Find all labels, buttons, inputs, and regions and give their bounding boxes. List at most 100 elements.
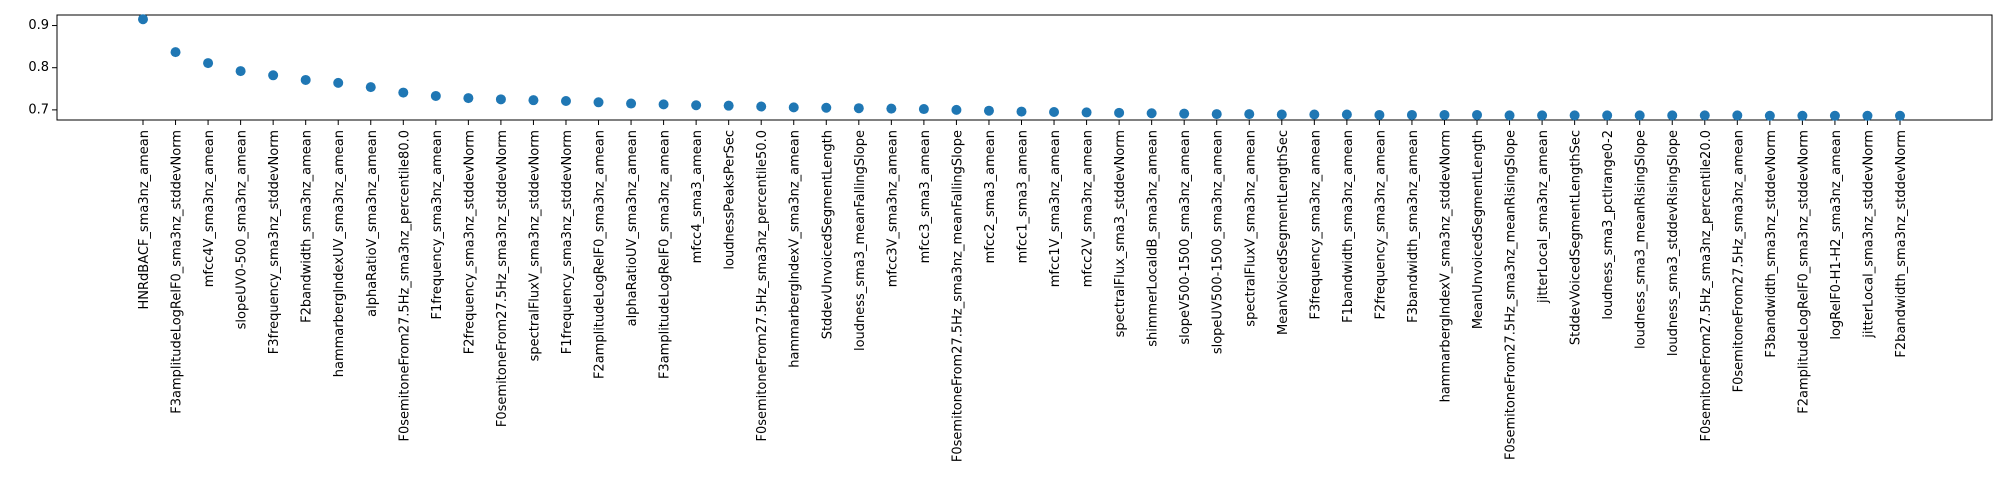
data-point — [1797, 110, 1808, 121]
x-tick-label: F2frequency_sma3nz_stddevNorm — [462, 130, 477, 354]
x-tick-label: mfcc4V_sma3nz_amean — [202, 130, 217, 287]
x-tick-label: mfcc1V_sma3nz_amean — [1048, 130, 1063, 287]
x-tick-label: F0semitoneFrom27.5Hz_sma3nz_meanFallingS… — [950, 130, 965, 462]
data-point — [495, 94, 506, 105]
data-point — [1829, 110, 1840, 121]
data-point — [886, 103, 897, 114]
x-tick-label: MeanVoicedSegmentLengthSec — [1276, 130, 1291, 335]
x-axis: HNRdBACF_sma3nz_amean F3amplitudeLogRelF0… — [137, 120, 1909, 462]
x-tick-label: loudnessPeaksPerSec — [723, 130, 738, 270]
data-point — [1244, 109, 1255, 120]
data-point — [203, 58, 214, 69]
x-tick-label: mfcc2_sma3_amean — [983, 130, 998, 263]
data-point — [333, 77, 344, 88]
x-tick-label: F3amplitudeLogRelF0_sma3nz_amean — [658, 130, 673, 379]
data-point — [170, 47, 181, 58]
x-tick-label: F1frequency_sma3nz_amean — [430, 130, 445, 320]
x-tick-label: F2amplitudeLogRelF0_sma3nz_amean — [593, 130, 608, 379]
data-point — [788, 102, 799, 113]
x-tick-label: spectralFluxV_sma3nz_amean — [1243, 130, 1258, 327]
y-tick-label: 0.8 — [28, 60, 49, 75]
x-tick-label: spectralFluxV_sma3nz_stddevNorm — [527, 130, 542, 361]
x-tick-label: HNRdBACF_sma3nz_amean — [137, 130, 152, 310]
data-point — [1146, 108, 1157, 119]
data-point — [918, 104, 929, 115]
data-point — [138, 14, 148, 25]
x-tick-label: spectralFlux_sma3_stddevNorm — [1113, 130, 1128, 337]
x-tick-label: MeanUnvoicedSegmentLength — [1471, 130, 1486, 329]
data-point — [853, 103, 864, 114]
x-tick-label: F2amplitudeLogRelF0_sma3nz_stddevNorm — [1796, 130, 1811, 414]
x-tick-label: slopeV500-1500_sma3nz_amean — [1178, 130, 1193, 345]
x-tick-label: logRelF0-H1-H2_sma3nz_amean — [1829, 130, 1844, 340]
x-tick-label: loudness_sma3_pctlrange0-2 — [1601, 130, 1616, 320]
data-point — [1374, 109, 1385, 120]
x-tick-label: F1frequency_sma3nz_stddevNorm — [560, 130, 575, 354]
data-point — [983, 105, 994, 116]
data-point — [1406, 109, 1417, 120]
x-tick-label: F0semitoneFrom27.5Hz_sma3nz_percentile20… — [1699, 130, 1714, 442]
x-tick-label: jitterLocal_sma3nz_stddevNorm — [1861, 130, 1876, 339]
x-tick-label: F1bandwidth_sma3nz_amean — [1341, 130, 1356, 323]
y-axis: 0.7 0.8 0.9 — [28, 18, 57, 117]
x-tick-label: F0semitoneFrom27.5Hz_sma3nz_amean — [1731, 130, 1746, 392]
x-tick-label: F3frequency_sma3nz_stddevNorm — [267, 130, 282, 354]
data-point — [365, 82, 376, 93]
data-point — [1504, 110, 1515, 121]
data-point — [268, 70, 279, 81]
data-point — [658, 99, 669, 110]
x-tick-label: slopeUV0-500_sma3nz_amean — [235, 130, 250, 329]
x-tick-label: loudness_sma3_stddevRisingSlope — [1666, 130, 1681, 356]
data-point — [1016, 106, 1027, 117]
x-tick-label: F0semitoneFrom27.5Hz_sma3nz_percentile50… — [755, 130, 770, 442]
data-point — [1667, 110, 1678, 121]
x-tick-label: StddevVoicedSegmentLengthSec — [1569, 130, 1584, 345]
x-tick-label: mfcc2V_sma3nz_amean — [1081, 130, 1096, 287]
data-point — [1114, 107, 1125, 118]
x-tick-label: F3amplitudeLogRelF0_sma3nz_stddevNorm — [170, 130, 185, 414]
data-point — [626, 98, 637, 109]
data-point — [1634, 110, 1645, 121]
x-tick-label: F2bandwidth_sma3nz_stddevNorm — [1894, 130, 1909, 358]
data-point — [691, 100, 702, 111]
x-tick-label: mfcc1_sma3_amean — [1016, 130, 1031, 263]
data-point — [756, 101, 767, 112]
x-tick-label: F0semitoneFrom27.5Hz_sma3nz_meanRisingSl… — [1504, 130, 1519, 460]
data-points — [138, 14, 1905, 121]
data-point — [1439, 109, 1450, 120]
data-point — [1699, 110, 1710, 121]
x-tick-label: mfcc3V_sma3nz_amean — [885, 130, 900, 287]
x-tick-label: mfcc3_sma3_amean — [918, 130, 933, 263]
data-point — [1602, 110, 1613, 121]
data-point — [1211, 109, 1222, 120]
data-point — [1341, 109, 1352, 120]
plot-area — [56, 14, 1993, 121]
data-point — [528, 95, 539, 106]
data-point — [560, 96, 571, 107]
data-point — [723, 100, 734, 111]
x-tick-label: slopeUV500-1500_sma3nz_amean — [1211, 130, 1226, 354]
data-point — [1309, 109, 1320, 120]
data-point — [235, 66, 246, 77]
x-tick-label: F3bandwidth_sma3nz_amean — [1406, 130, 1421, 323]
x-tick-label: F0semitoneFrom27.5Hz_sma3nz_stddevNorm — [495, 130, 510, 427]
data-point — [1179, 108, 1190, 119]
x-tick-label: F0semitoneFrom27.5Hz_sma3nz_percentile80… — [397, 130, 412, 442]
data-point — [593, 97, 604, 108]
data-point — [1895, 110, 1905, 121]
data-point — [1081, 107, 1092, 118]
x-tick-label: hammarbergIndexV_sma3nz_stddevNorm — [1438, 130, 1453, 402]
data-point — [1764, 110, 1775, 121]
x-tick-label: loudness_sma3_meanFallingSlope — [853, 130, 868, 351]
x-tick-label: F2bandwidth_sma3nz_amean — [300, 130, 315, 323]
y-tick-label: 0.7 — [28, 102, 49, 117]
data-point — [1569, 110, 1580, 121]
data-point — [463, 93, 474, 104]
data-point — [1537, 110, 1548, 121]
x-tick-label: F2frequency_sma3nz_amean — [1373, 130, 1388, 320]
data-point — [821, 102, 832, 113]
data-point — [951, 104, 962, 115]
data-point — [1276, 109, 1287, 120]
x-tick-label: jitterLocal_sma3nz_amean — [1536, 130, 1551, 304]
